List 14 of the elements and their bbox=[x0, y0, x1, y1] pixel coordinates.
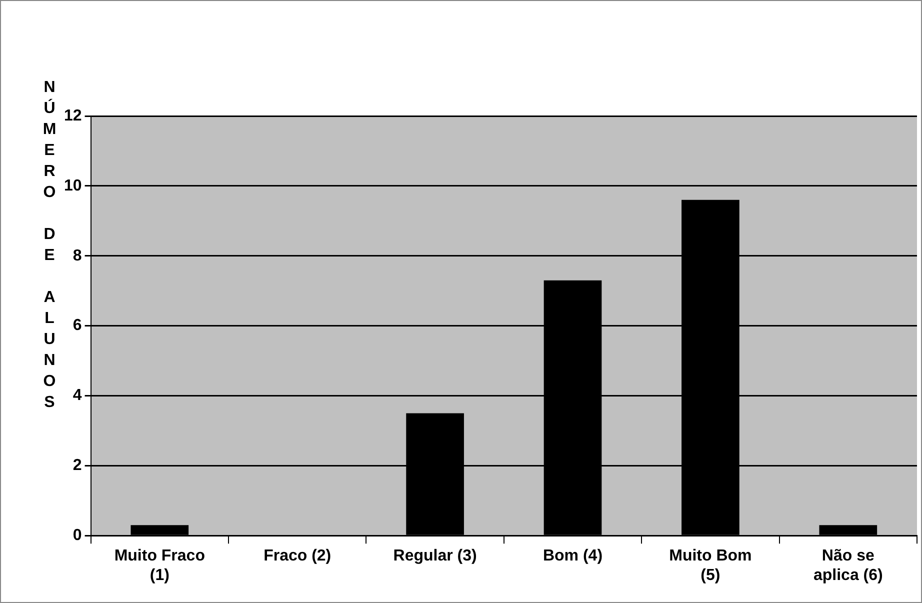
x-tick-label: Muito Fraco (1) bbox=[114, 548, 206, 584]
y-tick-label: 0 bbox=[72, 527, 82, 544]
x-tick-label: Bom (4) bbox=[542, 548, 603, 565]
x-tick-label: Regular (3) bbox=[393, 548, 477, 565]
y-tick-label: 4 bbox=[72, 387, 82, 404]
x-tick-label: Fraco (2) bbox=[264, 548, 332, 565]
y-tick-label: 8 bbox=[72, 247, 82, 264]
y-tick-label: 2 bbox=[72, 457, 82, 474]
x-tick-label: Não se aplica (6) bbox=[813, 548, 883, 584]
x-tick-label: Muito Bom (5) bbox=[669, 548, 752, 584]
y-tick-label: 6 bbox=[72, 317, 82, 334]
y-tick-label: 12 bbox=[64, 107, 82, 124]
y-tick-label: 10 bbox=[64, 177, 82, 194]
y-axis-title: NÚMERO DE ALUNOS bbox=[41, 79, 58, 415]
